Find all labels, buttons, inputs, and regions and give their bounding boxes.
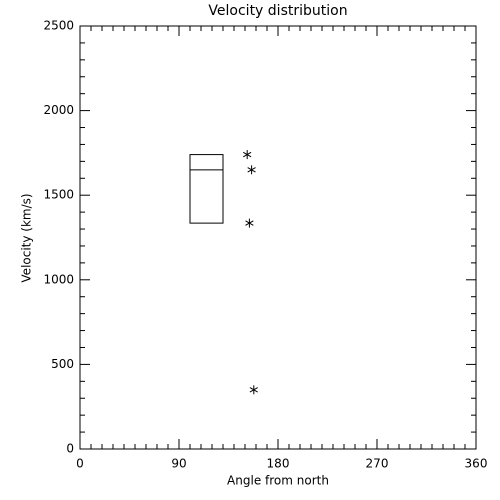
x-tick-label: 0 xyxy=(76,457,84,471)
point xyxy=(245,218,254,228)
y-axis-label: Velocity (km/s) xyxy=(20,193,34,282)
x-tick-label: 180 xyxy=(267,457,290,471)
point xyxy=(247,165,256,175)
y-tick-label: 2500 xyxy=(43,19,74,33)
y-tick-label: 1500 xyxy=(43,188,74,202)
chart-title: Velocity distribution xyxy=(208,3,347,19)
y-tick-label: 0 xyxy=(66,442,74,456)
x-tick-label: 360 xyxy=(465,457,488,471)
y-tick-label: 2000 xyxy=(43,103,74,117)
x-tick-label: 270 xyxy=(366,457,389,471)
box xyxy=(189,154,224,224)
y-tick-label: 500 xyxy=(51,357,74,371)
x-tick-label: 90 xyxy=(171,457,186,471)
x-axis-label: Angle from north xyxy=(227,474,329,488)
y-tick-label: 1000 xyxy=(43,272,74,286)
point xyxy=(249,385,258,395)
point xyxy=(243,150,252,160)
